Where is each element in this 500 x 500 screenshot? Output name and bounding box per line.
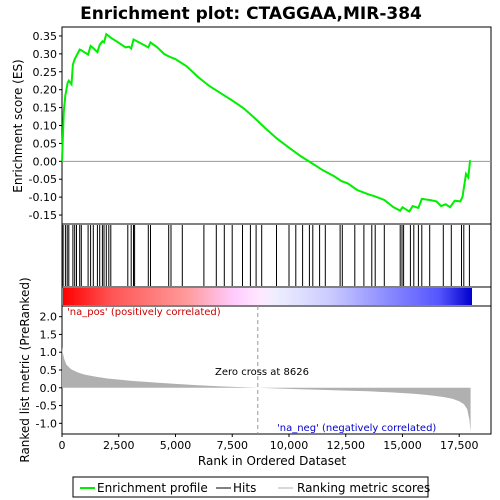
- metric-x-axis: 0 2,500 5,000 7,500 10,000 12,500 15,000 17,500: [59, 434, 479, 452]
- legend-metric-label: Ranking metric scores: [297, 481, 430, 495]
- metric-x-tick-label: 15,000: [383, 439, 422, 452]
- negative-correlation-label: 'na_neg' (negatively correlated): [277, 423, 436, 434]
- es-y-tick-label: -0.15: [29, 209, 57, 222]
- legend: Enrichment profile Hits Ranking metric s…: [73, 477, 430, 497]
- hits-panel: [62, 224, 491, 287]
- es-y-tick-label: 0.00: [33, 155, 58, 168]
- metric-x-axis-label: Rank in Ordered Dataset: [198, 454, 346, 468]
- metric-y-tick-label: -0.5: [36, 400, 57, 413]
- metric-y-tick-label: 0.5: [40, 364, 58, 377]
- metric-y-tick-label: 2.0: [40, 311, 58, 324]
- enrichment-panel: -0.15 -0.10 -0.05 0.00 0.05 0.10 0.15 0.20 0.25 0…: [11, 27, 491, 224]
- es-y-tick-label: 0.35: [33, 30, 58, 43]
- es-y-tick-label: 0.25: [33, 66, 58, 79]
- rank-gradient-strip: [63, 288, 472, 305]
- metric-x-tick-label: 5,000: [160, 439, 192, 452]
- metric-x-tick-label: 0: [59, 439, 66, 452]
- zero-cross-label: Zero cross at 8626: [215, 367, 309, 378]
- legend-hits-label: Hits: [233, 481, 256, 495]
- es-y-tick-label: 0.20: [33, 84, 58, 97]
- metric-y-tick-label: 1.5: [40, 328, 58, 341]
- metric-x-tick-label: 2,500: [103, 439, 135, 452]
- metric-x-tick-label: 7,500: [216, 439, 248, 452]
- es-y-axis: -0.15 -0.10 -0.05 0.00 0.05 0.10 0.15 0.20 0.25 0…: [29, 30, 62, 222]
- rank-color-bar: [62, 287, 491, 306]
- metric-x-tick-label: 12,500: [326, 439, 365, 452]
- es-y-axis-label: Enrichment score (ES): [11, 59, 25, 192]
- legend-enrichment-label: Enrichment profile: [97, 481, 208, 495]
- chart-title: Enrichment plot: CTAGGAA,MIR-384: [80, 4, 422, 24]
- es-y-tick-label: 0.10: [33, 120, 58, 133]
- positive-correlation-label: 'na_pos' (positively correlated): [67, 307, 221, 318]
- es-y-tick-label: 0.30: [33, 48, 58, 61]
- metric-y-tick-label: 1.0: [40, 346, 58, 359]
- enrichment-plot-frame: [62, 27, 491, 224]
- metric-y-tick-label: -1.0: [36, 417, 57, 430]
- metric-y-axis-label: Ranked list metric (PreRanked): [18, 277, 32, 462]
- metric-y-tick-label: 0.0: [40, 382, 58, 395]
- ranked-metric-panel: -1.0 -0.5 0.0 0.5 1.0 1.5 2.0 0 2,500 5,000 7,500…: [18, 277, 491, 468]
- metric-x-tick-label: 10,000: [270, 439, 309, 452]
- es-y-tick-label: -0.10: [29, 191, 57, 204]
- es-y-tick-label: 0.15: [33, 102, 58, 115]
- es-y-tick-label: -0.05: [29, 173, 57, 186]
- es-y-tick-label: 0.05: [33, 137, 58, 150]
- metric-x-tick-label: 17,500: [440, 439, 479, 452]
- metric-y-axis: -1.0 -0.5 0.0 0.5 1.0 1.5 2.0: [36, 311, 62, 431]
